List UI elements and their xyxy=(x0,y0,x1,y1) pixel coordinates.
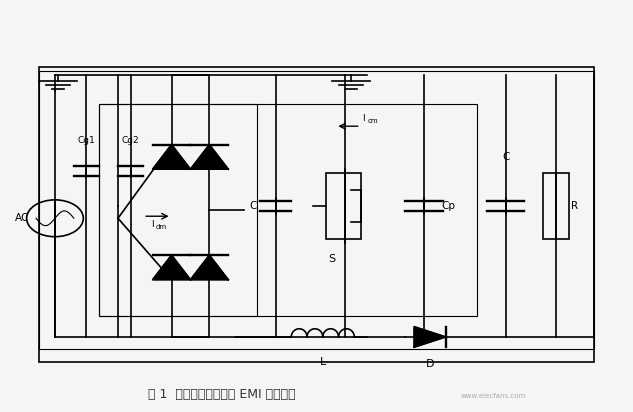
Text: D: D xyxy=(425,358,434,369)
Text: S: S xyxy=(329,254,336,264)
Bar xyxy=(39,71,594,349)
Text: L: L xyxy=(320,356,326,367)
Polygon shape xyxy=(191,255,229,280)
Text: I: I xyxy=(363,114,365,122)
Text: AC: AC xyxy=(15,213,30,223)
Bar xyxy=(99,104,256,316)
Text: Cp: Cp xyxy=(442,201,456,211)
Text: www.elecfans.com: www.elecfans.com xyxy=(460,393,525,399)
Text: Cg2: Cg2 xyxy=(122,136,139,145)
Bar xyxy=(326,173,361,239)
Text: Cg1: Cg1 xyxy=(78,136,96,145)
Bar xyxy=(543,173,568,239)
Polygon shape xyxy=(414,327,446,347)
Text: C: C xyxy=(250,201,257,211)
Text: cm: cm xyxy=(368,118,379,124)
Text: I: I xyxy=(151,220,154,229)
Text: 图 1  开关变换器的传导 EMI 传播路径: 图 1 开关变换器的传导 EMI 传播路径 xyxy=(148,388,296,401)
Text: R: R xyxy=(572,201,579,211)
Bar xyxy=(99,104,477,316)
Text: dm: dm xyxy=(156,224,167,230)
Polygon shape xyxy=(191,145,229,169)
Polygon shape xyxy=(153,145,191,169)
Text: C: C xyxy=(502,152,510,162)
Polygon shape xyxy=(153,255,191,280)
Bar xyxy=(39,67,594,361)
